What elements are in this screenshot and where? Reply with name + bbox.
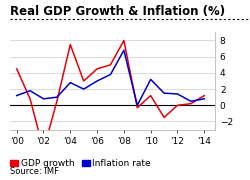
Text: Source: IMF: Source: IMF — [10, 166, 59, 176]
Legend: GDP growth, Inflation rate: GDP growth, Inflation rate — [6, 156, 155, 172]
Text: Real GDP Growth & Inflation (%): Real GDP Growth & Inflation (%) — [10, 4, 225, 17]
